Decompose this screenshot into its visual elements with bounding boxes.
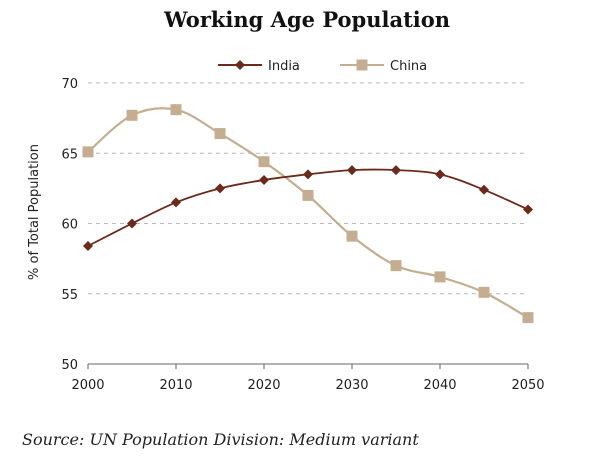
china-point-2015 [214,128,226,140]
x-tick-label-2020: 2020 [247,378,280,393]
series-line-india [87,168,529,247]
china-point-2000 [82,146,94,158]
china-point-2050 [522,312,534,324]
india-point-2030 [347,165,357,176]
china-point-2005 [126,109,138,121]
legend: India China [218,59,427,74]
india-point-2010 [171,197,181,208]
india-point-2040 [435,169,445,180]
china-point-2020 [258,156,270,168]
india-point-2000 [83,240,93,251]
india-point-2035 [391,165,401,176]
china-point-2025 [302,189,314,201]
india-point-2015 [215,183,225,194]
india-point-2005 [127,218,137,229]
india-point-2050 [523,204,533,215]
y-tick-label-60: 60 [61,218,78,233]
y-tick-label-70: 70 [61,77,78,92]
y-tick-label-50: 50 [61,358,78,373]
india-point-2025 [303,169,313,180]
india-point-2020 [259,174,269,185]
x-tick-label-2050: 2050 [511,378,544,393]
x-tick-label-2010: 2010 [159,378,192,393]
china-point-2045 [478,286,490,298]
y-axis-label: % of Total Population [27,144,42,280]
source-note: Source: UN Population Division: Medium v… [22,430,419,449]
legend-marker-india [235,60,245,70]
series-china [82,104,534,324]
series-layer [82,104,534,324]
china-point-2010 [170,104,182,116]
china-point-2035 [390,260,402,272]
legend-label-india: India [268,59,300,74]
china-point-2040 [434,271,446,283]
y-tick-label-65: 65 [61,147,78,162]
legend-item-india: India [218,59,300,74]
india-point-2045 [479,184,489,195]
axes: 50 55 60 65 70 2000 2010 2020 2030 2040 2050 [61,77,544,393]
chart-title: Working Age Population [163,7,450,32]
gridlines [88,82,528,295]
x-tick-label-2040: 2040 [423,378,456,393]
y-tick-label-55: 55 [61,288,78,303]
legend-item-china: China [340,59,427,74]
x-tick-label-2000: 2000 [71,378,104,393]
legend-label-china: China [390,59,427,74]
china-point-2030 [346,230,358,242]
x-tick-label-2030: 2030 [335,378,368,393]
series-india [83,165,533,251]
legend-marker-china [356,59,368,71]
